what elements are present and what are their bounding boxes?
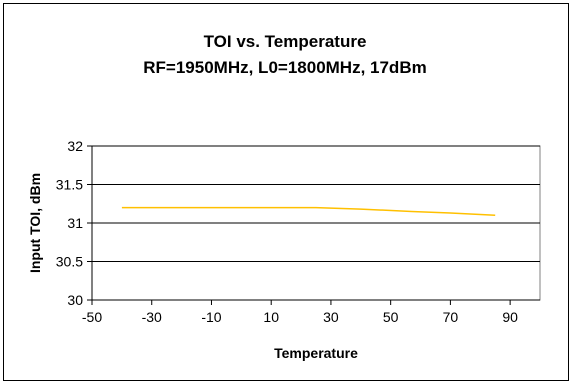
y-tick-label: 30 [67, 292, 83, 308]
chart-frame [3, 3, 569, 381]
y-axis-ticks: 30 30.5 31 31.5 32 [56, 138, 92, 308]
y-axis-label: Input TOI, dBm [27, 173, 43, 273]
series-group [121, 206, 496, 217]
y-tick-label: 30.5 [56, 254, 83, 270]
x-tick-label: 10 [263, 309, 279, 325]
x-tick-label: -10 [201, 309, 221, 325]
y-tick-label: 32 [67, 138, 83, 154]
x-tick-label: 70 [443, 309, 459, 325]
y-tick-label: 31.5 [56, 177, 83, 193]
y-tick-label: 31 [67, 215, 83, 231]
x-axis-ticks: -50 -30 -10 10 30 50 70 90 [82, 300, 518, 325]
x-tick-label: -30 [142, 309, 162, 325]
gridlines [92, 145, 540, 262]
chart-subtitle: RF=1950MHz, L0=1800MHz, 17dBm [143, 58, 426, 77]
series-line [121, 206, 496, 217]
chart-title: TOI vs. Temperature [204, 32, 367, 51]
x-tick-label: 90 [502, 309, 518, 325]
x-axis-label: Temperature [274, 345, 358, 361]
x-tick-label: 50 [383, 309, 399, 325]
x-tick-label: -50 [82, 309, 102, 325]
x-tick-label: 30 [323, 309, 339, 325]
